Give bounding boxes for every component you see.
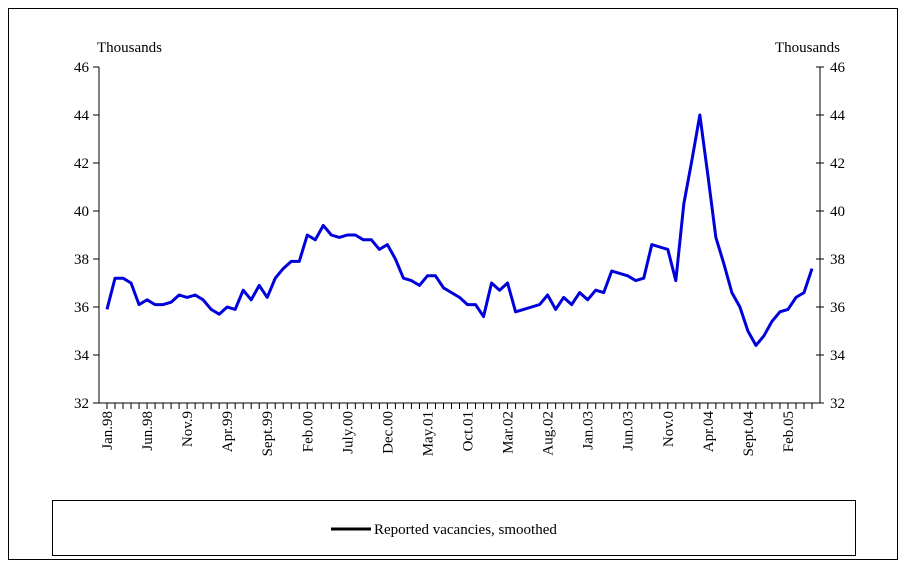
y-tick-label-right: 40 <box>830 204 845 220</box>
y-tick-label-left: 40 <box>74 204 89 220</box>
x-tick-label: May.01 <box>420 411 436 456</box>
y-tick-label-right: 46 <box>830 60 846 76</box>
y-tick-label-right: 44 <box>830 108 846 124</box>
x-tick-label: Sept.04 <box>741 411 757 457</box>
x-tick-label: Mar.02 <box>501 411 517 454</box>
x-tick-label: Dec.00 <box>380 411 396 454</box>
x-tick-label: Feb.00 <box>300 411 316 452</box>
legend-label: Reported vacancies, smoothed <box>374 522 557 538</box>
y-axis-label-left: Thousands <box>97 40 162 56</box>
frame <box>8 8 898 560</box>
y-tick-label-right: 42 <box>830 156 845 172</box>
x-tick-label: Apr.04 <box>701 411 717 453</box>
y-axis-label-right: Thousands <box>775 40 840 56</box>
y-tick-label-right: 32 <box>830 396 845 412</box>
x-tick-label: Nov.9 <box>180 411 196 447</box>
series-line <box>105 113 814 347</box>
x-tick-label: Jan.03 <box>581 411 597 450</box>
y-tick-label-left: 46 <box>74 60 90 76</box>
y-tick-label-right: 34 <box>830 348 846 364</box>
x-tick-label: Aug.02 <box>541 411 557 456</box>
y-tick-label-left: 38 <box>74 252 89 268</box>
x-tick-label: Oct.01 <box>461 411 477 451</box>
x-tick-label: Sept.99 <box>260 411 276 456</box>
x-tick-label: Jun.03 <box>621 411 637 451</box>
x-tick-label: Jan.98 <box>100 411 116 450</box>
y-tick-label-left: 36 <box>74 300 90 316</box>
y-tick-label-left: 42 <box>74 156 89 172</box>
y-tick-label-left: 32 <box>74 396 89 412</box>
y-tick-label-right: 38 <box>830 252 845 268</box>
x-tick-label: July.00 <box>340 411 356 454</box>
x-tick-label: Nov.0 <box>661 411 677 447</box>
x-tick-label: Feb.05 <box>781 411 797 452</box>
x-tick-label: Apr.99 <box>220 411 236 452</box>
y-tick-label-left: 44 <box>74 108 90 124</box>
y-tick-label-left: 34 <box>74 348 90 364</box>
y-tick-label-right: 36 <box>830 300 846 316</box>
x-tick-label: Jun.98 <box>140 411 156 451</box>
legend-box <box>52 500 856 556</box>
